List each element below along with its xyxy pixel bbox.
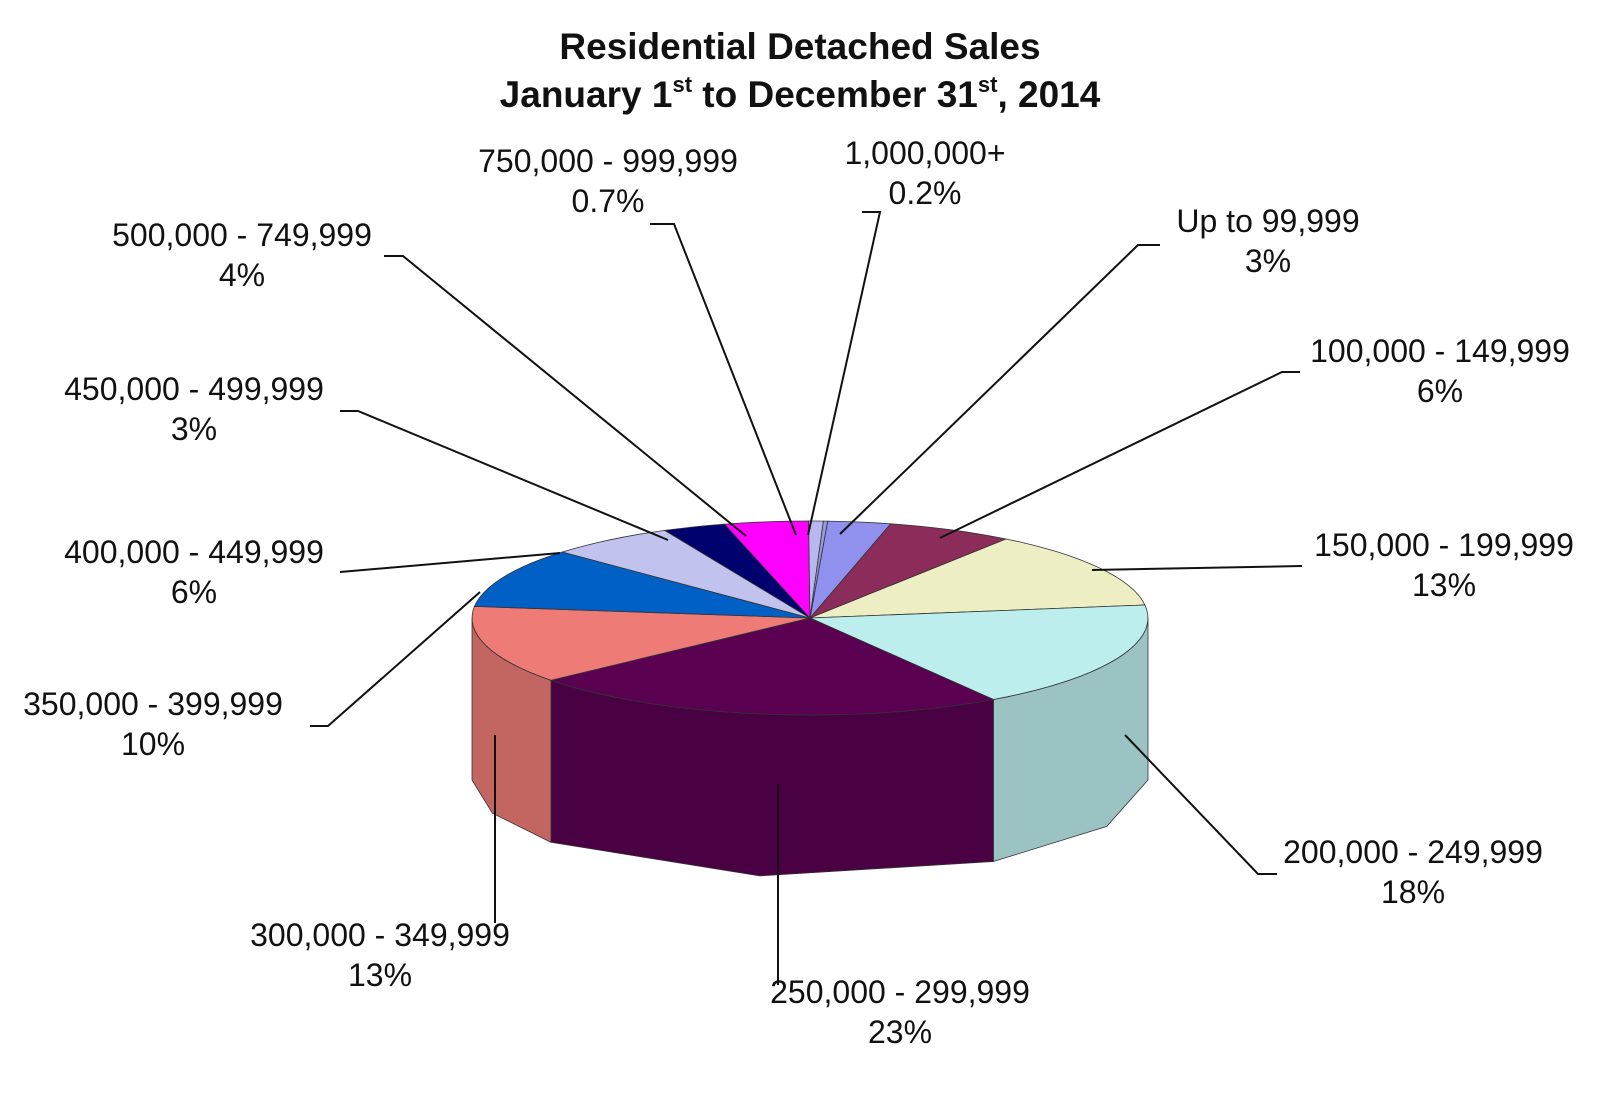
pie-labels: Up to 99,999 3% 100,000 - 149,999 6% 150,000… (23, 135, 1574, 1050)
slice-pct-8: 3% (171, 411, 217, 447)
leader-line-11 (807, 211, 882, 536)
pie-slice-9 (723, 520, 811, 620)
slice-label-5: 300,000 - 349,999 (250, 917, 510, 953)
slice-pct-5: 13% (348, 957, 412, 993)
slice-pct-0: 3% (1245, 243, 1291, 279)
pie-side-walls (471, 617, 1149, 877)
leader-line-6 (310, 591, 481, 727)
chart-subtitle: January 1st to December 31st, 2014 (0, 72, 1600, 115)
slice-label-1: 100,000 - 149,999 (1310, 333, 1570, 369)
title-line-1-text: Residential Detached Sales (559, 26, 1041, 67)
pie-slice-1 (809, 523, 1008, 619)
pie-slice-6 (473, 551, 811, 619)
subtitle-sup-2: st (977, 72, 998, 97)
pie-slice-4 (549, 617, 995, 716)
slice-label-8: 450,000 - 499,999 (64, 371, 324, 407)
leader-line-0 (839, 244, 1160, 535)
pie-slice-11 (809, 520, 829, 619)
slice-pct-6: 10% (121, 726, 185, 762)
slice-label-9: 500,000 - 749,999 (112, 217, 372, 253)
slice-label-10: 750,000 - 999,999 (478, 143, 738, 179)
slice-pct-9: 4% (219, 257, 265, 293)
leader-line-8 (340, 410, 669, 541)
subtitle-prefix: January 1 (499, 74, 673, 115)
chart-title: Residential Detached Sales (0, 28, 1600, 65)
leader-line-1 (939, 371, 1300, 539)
subtitle-sup-1: st (672, 72, 693, 97)
slice-label-4: 250,000 - 299,999 (770, 974, 1030, 1010)
pie-slice-7 (560, 529, 811, 619)
slice-label-3: 200,000 - 249,999 (1283, 834, 1543, 870)
pie-slice-3 (809, 604, 1149, 700)
leader-line-9 (384, 255, 747, 537)
leader-line-3 (1124, 734, 1277, 875)
slice-label-6: 350,000 - 399,999 (23, 686, 283, 722)
pie-slice-5 (471, 605, 811, 681)
slice-pct-4: 23% (868, 1014, 932, 1050)
slice-pct-7: 6% (171, 574, 217, 610)
subtitle-middle: to December 31 (692, 74, 978, 115)
leader-line-2 (1091, 565, 1303, 571)
slice-pct-11: 0.2% (889, 175, 962, 211)
slice-pct-10: 0.7% (572, 183, 645, 219)
subtitle-suffix: , 2014 (997, 74, 1101, 115)
leader-line-7 (339, 552, 561, 573)
leader-line-10 (650, 223, 797, 536)
slice-label-11: 1,000,000+ (844, 135, 1005, 171)
slice-label-0: Up to 99,999 (1176, 203, 1359, 239)
pie-slice-2 (809, 538, 1146, 619)
slice-pct-2: 13% (1412, 567, 1476, 603)
slice-pct-3: 18% (1381, 874, 1445, 910)
slice-label-7: 400,000 - 449,999 (64, 534, 324, 570)
pie-top (471, 520, 1149, 716)
slice-pct-1: 6% (1417, 373, 1463, 409)
slice-label-2: 150,000 - 199,999 (1314, 527, 1574, 563)
